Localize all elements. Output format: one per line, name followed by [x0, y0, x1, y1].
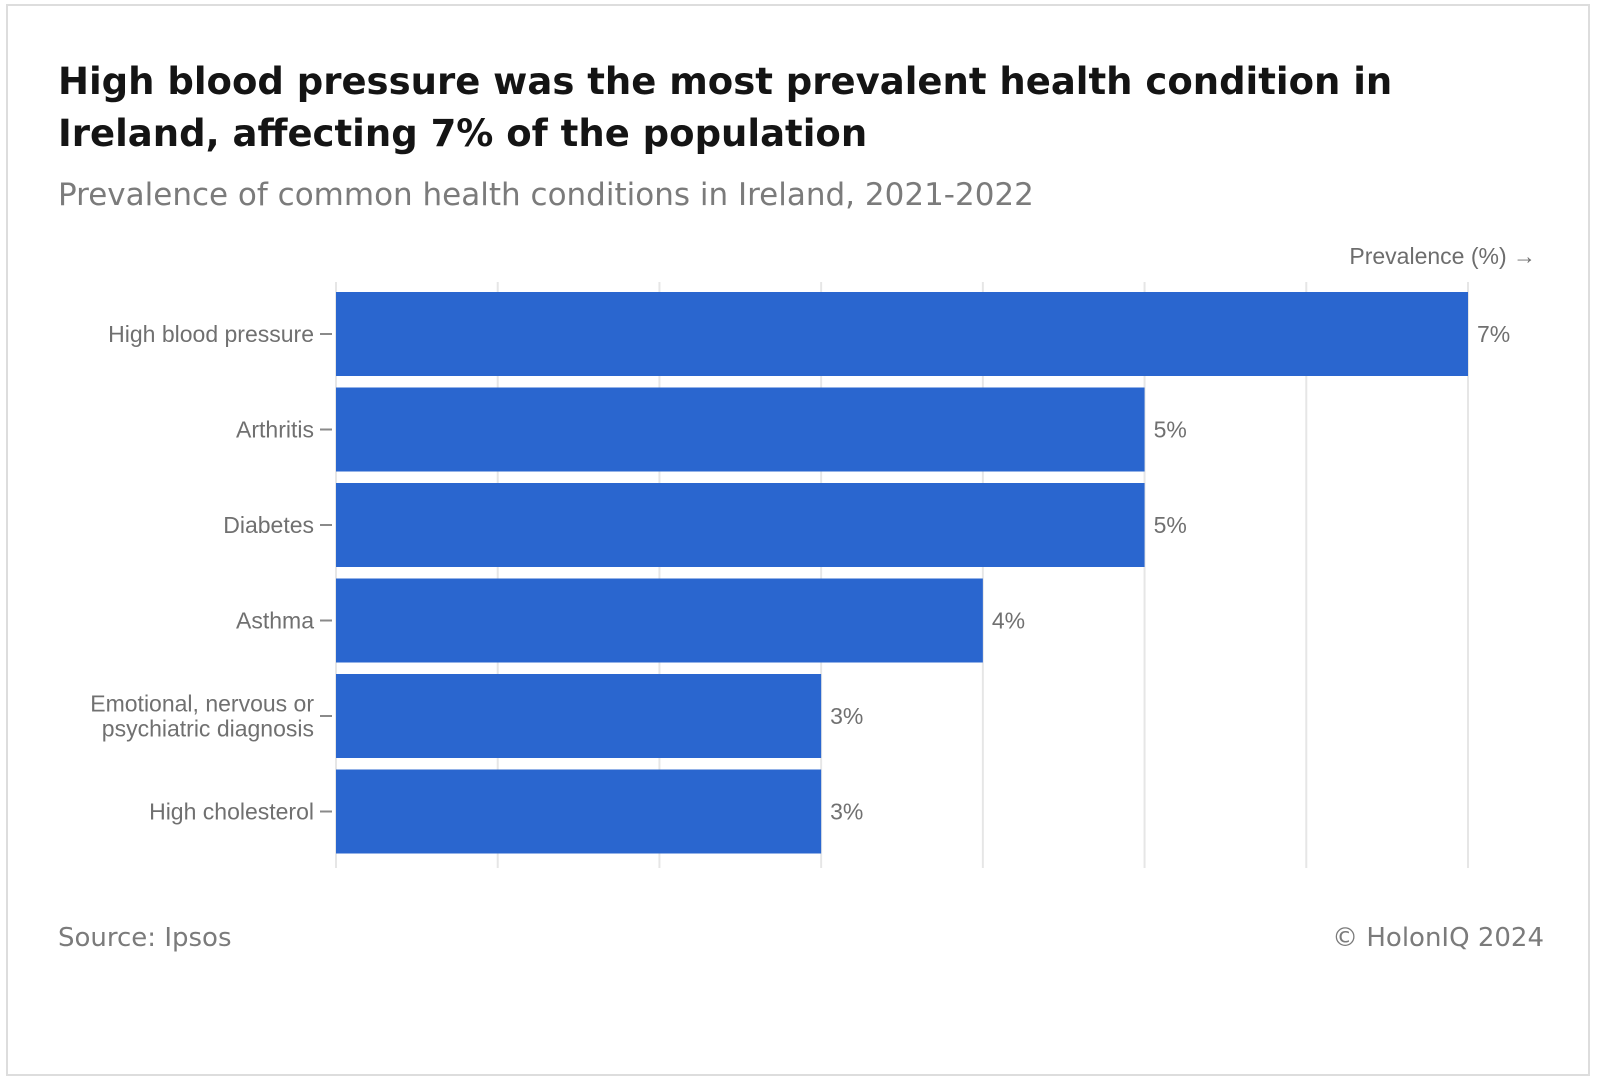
- category-label: Diabetes: [223, 512, 314, 538]
- chart-subtitle: Prevalence of common health conditions i…: [58, 177, 1034, 213]
- bar: [336, 387, 1145, 472]
- bar: [336, 292, 1468, 376]
- data-label: 5%: [1154, 512, 1187, 538]
- x-axis-title: Prevalence (%) →: [1349, 243, 1536, 269]
- category-label: High blood pressure: [108, 321, 314, 347]
- bar: [336, 578, 983, 663]
- data-label: 3%: [830, 799, 863, 825]
- category-label: Arthritis: [236, 417, 314, 443]
- data-label: 4%: [992, 608, 1025, 634]
- bar: [336, 674, 822, 758]
- bar: [336, 769, 822, 854]
- category-label: psychiatric diagnosis: [102, 716, 314, 742]
- category-label: High cholesterol: [149, 799, 314, 825]
- data-label: 7%: [1477, 321, 1510, 347]
- category-label: Emotional, nervous or: [90, 691, 314, 717]
- data-label: 3%: [830, 703, 863, 729]
- category-label: Asthma: [236, 608, 314, 634]
- copyright-note: © HolonIQ 2024: [1332, 923, 1544, 953]
- data-label: 5%: [1154, 417, 1187, 443]
- labels: High blood pressure 7% Arthritis 5% Diabetes…: [90, 321, 1510, 825]
- bar: [336, 483, 1145, 567]
- source-note: Source: Ipsos: [58, 923, 232, 953]
- bars: [336, 292, 1468, 854]
- chart-title: High blood pressure was the most prevale…: [58, 60, 1393, 155]
